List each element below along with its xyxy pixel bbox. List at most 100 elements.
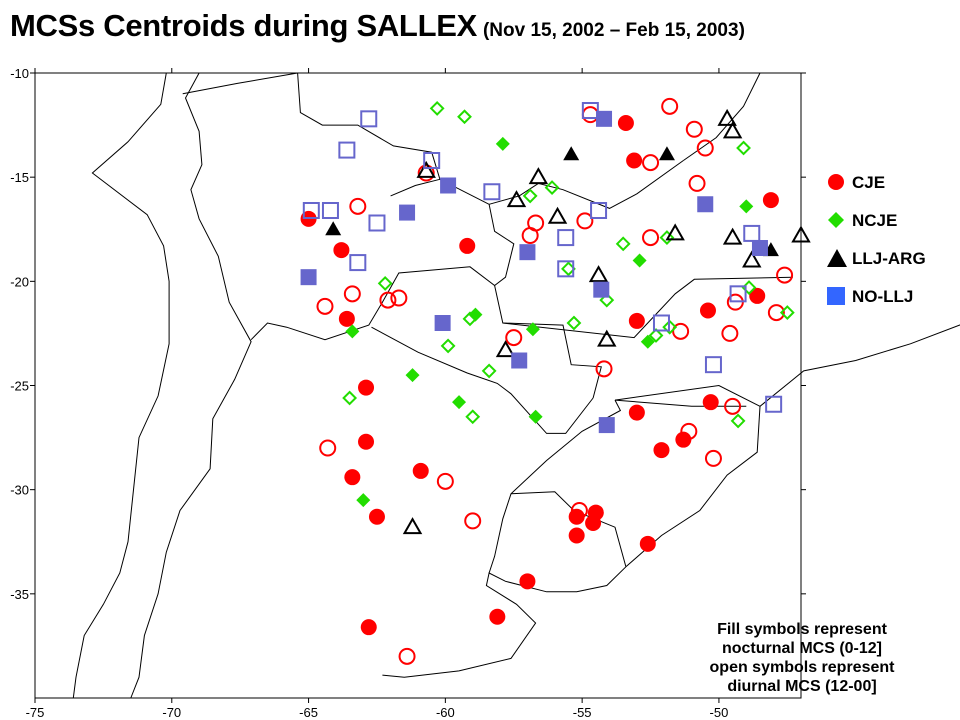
legend-circle-icon <box>828 174 844 190</box>
cje-nocturnal-point <box>675 431 692 448</box>
border-line <box>488 160 684 209</box>
cje-diurnal-point <box>343 285 361 303</box>
cje-diurnal-point <box>417 164 435 182</box>
llj-arg-diurnal-point <box>547 206 568 224</box>
ncje-diurnal-point <box>457 109 472 125</box>
llj-arg-diurnal-point <box>791 225 811 243</box>
cje-nocturnal-point <box>702 394 719 411</box>
basemap-borders <box>72 72 960 699</box>
cje-diurnal-point <box>721 324 739 342</box>
cje-nocturnal-point <box>489 608 506 625</box>
llj-arg-diurnal-point <box>528 167 549 185</box>
cje-nocturnal-point <box>699 302 716 319</box>
cje-nocturnal-point <box>628 404 645 421</box>
note-line-2: nocturnal MCS (0-12] <box>721 640 882 657</box>
y-tick-label: -35 <box>10 587 29 602</box>
cje-diurnal-point <box>316 297 334 315</box>
cje-nocturnal-point <box>519 573 536 590</box>
no-llj-nocturnal-point <box>751 240 768 256</box>
cje-nocturnal-point <box>412 462 429 479</box>
border-line <box>488 399 622 574</box>
ncje-nocturnal-point <box>468 307 483 322</box>
cje-nocturnal-point <box>587 504 604 521</box>
cje-nocturnal-point <box>568 508 585 525</box>
symbol-note: Fill symbols represent nocturnal MCS (0-… <box>672 620 932 696</box>
cje-diurnal-point <box>595 360 613 378</box>
no-llj-nocturnal-point <box>593 281 610 298</box>
ncje-diurnal-point <box>779 305 795 320</box>
x-tick-label: -70 <box>162 705 181 720</box>
cje-diurnal-point <box>521 227 539 244</box>
legend-label-cje: CJE <box>852 173 886 192</box>
ncje-diurnal-point <box>648 328 664 343</box>
cje-diurnal-point <box>398 647 416 665</box>
y-tick-label: -15 <box>10 170 29 185</box>
cje-nocturnal-point <box>762 192 779 209</box>
cje-nocturnal-point <box>749 287 766 304</box>
border-line <box>130 72 252 699</box>
note-line-3: open symbols represent <box>709 659 895 676</box>
cje-nocturnal-point <box>368 508 385 525</box>
cje-nocturnal-point <box>617 115 634 131</box>
no-llj-diurnal-point <box>581 102 599 119</box>
x-tick-label: -50 <box>710 705 729 720</box>
no-llj-nocturnal-point <box>598 417 615 434</box>
cje-diurnal-point <box>464 512 482 530</box>
cje-nocturnal-point <box>358 379 375 396</box>
ncje-diurnal-point <box>662 319 678 335</box>
no-llj-diurnal-point <box>302 202 320 219</box>
cje-diurnal-point <box>776 266 794 284</box>
cje-diurnal-point <box>576 212 594 230</box>
border-line <box>72 72 170 699</box>
llj-arg-nocturnal-point <box>325 221 342 236</box>
y-tick-label: -10 <box>10 66 29 81</box>
x-tick-label: -75 <box>26 705 45 720</box>
border-line <box>502 276 793 339</box>
ncje-nocturnal-point <box>405 368 420 383</box>
llj-arg-diurnal-point <box>597 329 617 347</box>
cje-nocturnal-point <box>338 310 355 327</box>
cje-nocturnal-point <box>358 433 375 450</box>
ncje-diurnal-point <box>566 315 582 331</box>
llj-arg-diurnal-point <box>742 250 762 268</box>
border-line <box>614 384 761 407</box>
cje-nocturnal-point <box>653 442 670 459</box>
no-llj-diurnal-point <box>321 202 339 219</box>
no-llj-diurnal-point <box>590 202 608 219</box>
no-llj-diurnal-point <box>360 110 378 128</box>
legend-label-ncje: NCJE <box>852 211 898 230</box>
note-line-4: diurnal MCS (12-00] <box>727 678 877 695</box>
cje-nocturnal-point <box>360 619 377 636</box>
cje-diurnal-point <box>688 174 706 192</box>
legend-whiteout <box>646 600 796 697</box>
no-llj-diurnal-point <box>557 260 575 278</box>
y-tick-label: -30 <box>10 483 29 498</box>
no-llj-diurnal-point <box>743 224 761 242</box>
y-tick-label: -20 <box>10 274 29 289</box>
cje-diurnal-point <box>672 322 690 340</box>
llj-arg-diurnal-point <box>722 121 743 139</box>
cje-nocturnal-point <box>626 152 643 169</box>
no-llj-nocturnal-point <box>399 204 416 221</box>
ncje-diurnal-point <box>659 230 675 245</box>
cje-diurnal-point <box>379 291 397 309</box>
border-line <box>494 285 602 399</box>
cje-diurnal-point <box>696 139 714 157</box>
cje-diurnal-point <box>349 197 367 215</box>
llj-arg-diurnal-point <box>722 227 743 245</box>
no-llj-diurnal-point <box>423 152 441 169</box>
title-date-range: (Nov 15, 2002 – Feb 15, 2003) <box>482 20 745 41</box>
border-line <box>382 566 627 678</box>
ncje-diurnal-point <box>736 140 751 156</box>
legend-triangle-icon <box>827 249 847 267</box>
llj-arg-nocturnal-point <box>563 146 580 161</box>
no-llj-nocturnal-point <box>596 110 613 127</box>
no-llj-diurnal-point <box>368 214 386 232</box>
note-line-1: Fill symbols represent <box>717 621 887 638</box>
ncje-diurnal-point <box>377 276 393 291</box>
no-llj-diurnal-point <box>349 254 367 272</box>
ncje-diurnal-point <box>465 409 481 425</box>
ncje-diurnal-point <box>599 292 615 308</box>
ncje-nocturnal-point <box>739 199 754 214</box>
llj-arg-diurnal-point <box>717 108 737 126</box>
